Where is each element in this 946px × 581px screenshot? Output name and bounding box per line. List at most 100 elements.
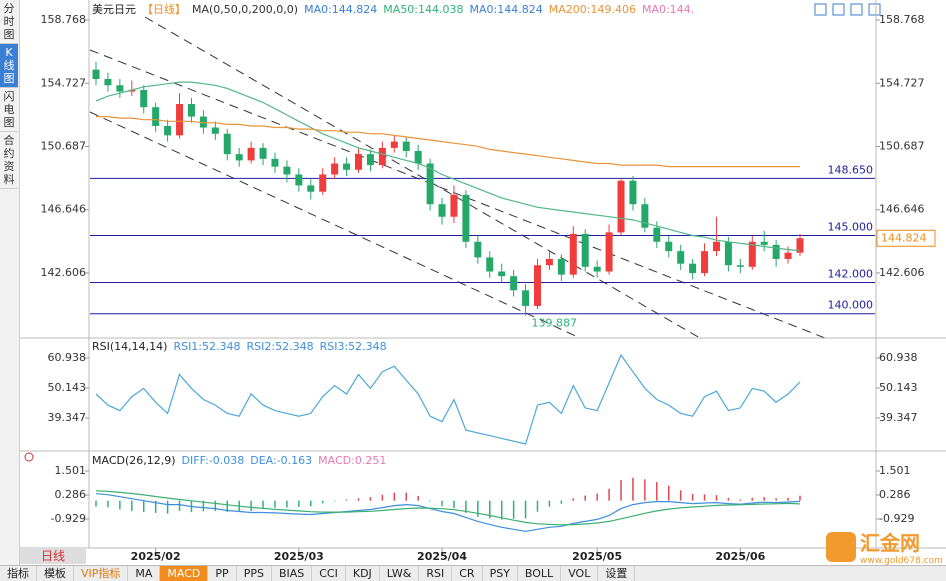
watermark-text: 汇金网 bbox=[860, 531, 920, 555]
candle-body bbox=[223, 133, 231, 155]
y-tick-label: 158.768 bbox=[41, 13, 87, 26]
legend-item: MA(0,50,0,200,0,0) bbox=[192, 3, 298, 16]
watermark-url: www.gold678.com bbox=[860, 556, 943, 566]
candle-body bbox=[235, 154, 243, 161]
legend-item: MA200:149.406 bbox=[549, 3, 636, 16]
toolbar-button[interactable]: CR bbox=[452, 566, 483, 581]
legend-item: 美元日元 bbox=[92, 3, 136, 16]
toolbar-button[interactable]: CCI bbox=[312, 566, 346, 581]
candle-body bbox=[545, 258, 553, 266]
toolbar-button[interactable]: KDJ bbox=[346, 566, 380, 581]
candle-body bbox=[283, 166, 291, 175]
y-tick-label: 60.938 bbox=[48, 351, 87, 364]
trendlines bbox=[89, 16, 826, 339]
candle-body bbox=[116, 85, 124, 92]
level-label: 140.000 bbox=[828, 299, 874, 312]
candle-body bbox=[701, 251, 709, 274]
macd-line bbox=[95, 490, 801, 526]
toolbar: 指标 模板 VIP指标 MA MACD PP PPS BIAS CCI KDJ LW& RSI CR PS… bbox=[0, 565, 946, 581]
toolbar-button[interactable]: 指标 bbox=[0, 566, 37, 581]
candle-body bbox=[199, 116, 207, 128]
current-price: 144.824 bbox=[881, 231, 927, 244]
candle-body bbox=[390, 141, 398, 148]
candle-body bbox=[271, 158, 279, 167]
toolbar-button[interactable]: PP bbox=[208, 566, 237, 581]
period-select[interactable]: 日线 bbox=[20, 548, 86, 564]
legend-item: RSI2:52.348 bbox=[247, 340, 314, 353]
candle-body bbox=[689, 263, 697, 274]
toolbar-button[interactable]: PPS bbox=[237, 566, 272, 581]
candle-body bbox=[533, 265, 541, 306]
candle-body bbox=[605, 232, 613, 272]
icon[interactable] bbox=[832, 3, 845, 16]
y-tick-label: 154.727 bbox=[41, 76, 87, 89]
candle-body bbox=[641, 204, 649, 228]
icon[interactable] bbox=[814, 3, 827, 16]
candle-body bbox=[104, 79, 112, 86]
candle-body bbox=[307, 185, 315, 192]
candle-body bbox=[164, 125, 172, 136]
legend-item: RSI3:52.348 bbox=[320, 340, 387, 353]
rsi-line bbox=[95, 353, 801, 445]
candle-body bbox=[724, 241, 732, 266]
toolbar-button[interactable]: BIAS bbox=[272, 566, 313, 581]
candle-body bbox=[414, 151, 422, 164]
candle-body bbox=[498, 271, 506, 277]
settings-icon[interactable] bbox=[24, 452, 34, 462]
toolbar-button[interactable]: VOL bbox=[561, 566, 599, 581]
toolbar-button[interactable]: PSY bbox=[483, 566, 518, 581]
y-tick-label: 154.727 bbox=[879, 76, 925, 89]
icon[interactable] bbox=[868, 3, 881, 16]
candle-body bbox=[677, 251, 685, 264]
legend-item: DIFF:-0.038 bbox=[182, 454, 245, 467]
candle-body bbox=[629, 180, 637, 205]
toolbar-button[interactable]: 模板 bbox=[37, 566, 74, 581]
y-tick-label: 39.347 bbox=[879, 411, 918, 424]
tab[interactable]: 闪电图 bbox=[0, 88, 18, 132]
candle-body bbox=[331, 163, 339, 175]
y-tick-label: 142.606 bbox=[879, 266, 925, 279]
toolbar-button[interactable]: MACD bbox=[160, 566, 209, 581]
level-label: 145.000 bbox=[828, 221, 874, 234]
logo bbox=[826, 531, 856, 562]
toolbar-button[interactable]: MA bbox=[128, 566, 161, 581]
chart: 158.768 158.768 154.727 154.727 150.687 150.6… bbox=[20, 0, 946, 563]
ma-line bbox=[95, 81, 801, 252]
x-tick-label: 2025/05 bbox=[572, 550, 622, 563]
y-tick-label: 146.646 bbox=[879, 203, 925, 216]
legend-item: RSI(14,14,14) bbox=[92, 340, 167, 353]
tab[interactable]: K线图 bbox=[0, 44, 18, 88]
candle-body bbox=[772, 244, 780, 259]
candle-body bbox=[259, 147, 267, 159]
watermark: 汇金网 www.gold678.com bbox=[826, 527, 943, 566]
toolbar-button[interactable]: VIP指标 bbox=[74, 566, 129, 581]
candle-body bbox=[784, 252, 792, 259]
y-tick-label: 150.687 bbox=[879, 140, 925, 153]
tab[interactable]: 分时图 bbox=[0, 0, 18, 44]
candle-body bbox=[593, 266, 601, 272]
candle-body bbox=[462, 194, 470, 242]
candle-body bbox=[653, 227, 661, 242]
toolbar-button[interactable]: BOLL bbox=[518, 566, 562, 581]
candle-body bbox=[355, 154, 363, 170]
candle-body bbox=[748, 241, 756, 267]
candle-body bbox=[510, 276, 518, 291]
toolbar-button[interactable]: RSI bbox=[419, 566, 453, 581]
trendline bbox=[144, 16, 701, 339]
toolbar-button[interactable]: 设置 bbox=[598, 566, 636, 581]
toolbar-button[interactable]: LW& bbox=[380, 566, 420, 581]
y-tick-label: -0.929 bbox=[879, 512, 914, 525]
y-tick-label: 142.606 bbox=[41, 266, 87, 279]
legend-item: MACD(26,12,9) bbox=[92, 454, 176, 467]
low-label: 139.887 bbox=[532, 317, 578, 330]
candle-body bbox=[760, 241, 768, 245]
legend-item: MA50:144.038 bbox=[383, 3, 463, 16]
y-tick-label: 146.646 bbox=[41, 203, 87, 216]
candle-body bbox=[343, 163, 351, 170]
icon[interactable] bbox=[850, 3, 863, 16]
candle-body bbox=[522, 290, 530, 306]
y-tick-label: 1.501 bbox=[879, 464, 911, 477]
candle-body bbox=[140, 89, 148, 108]
tab[interactable]: 合约资料 bbox=[0, 132, 18, 189]
legend-item: RSI1:52.348 bbox=[173, 340, 240, 353]
